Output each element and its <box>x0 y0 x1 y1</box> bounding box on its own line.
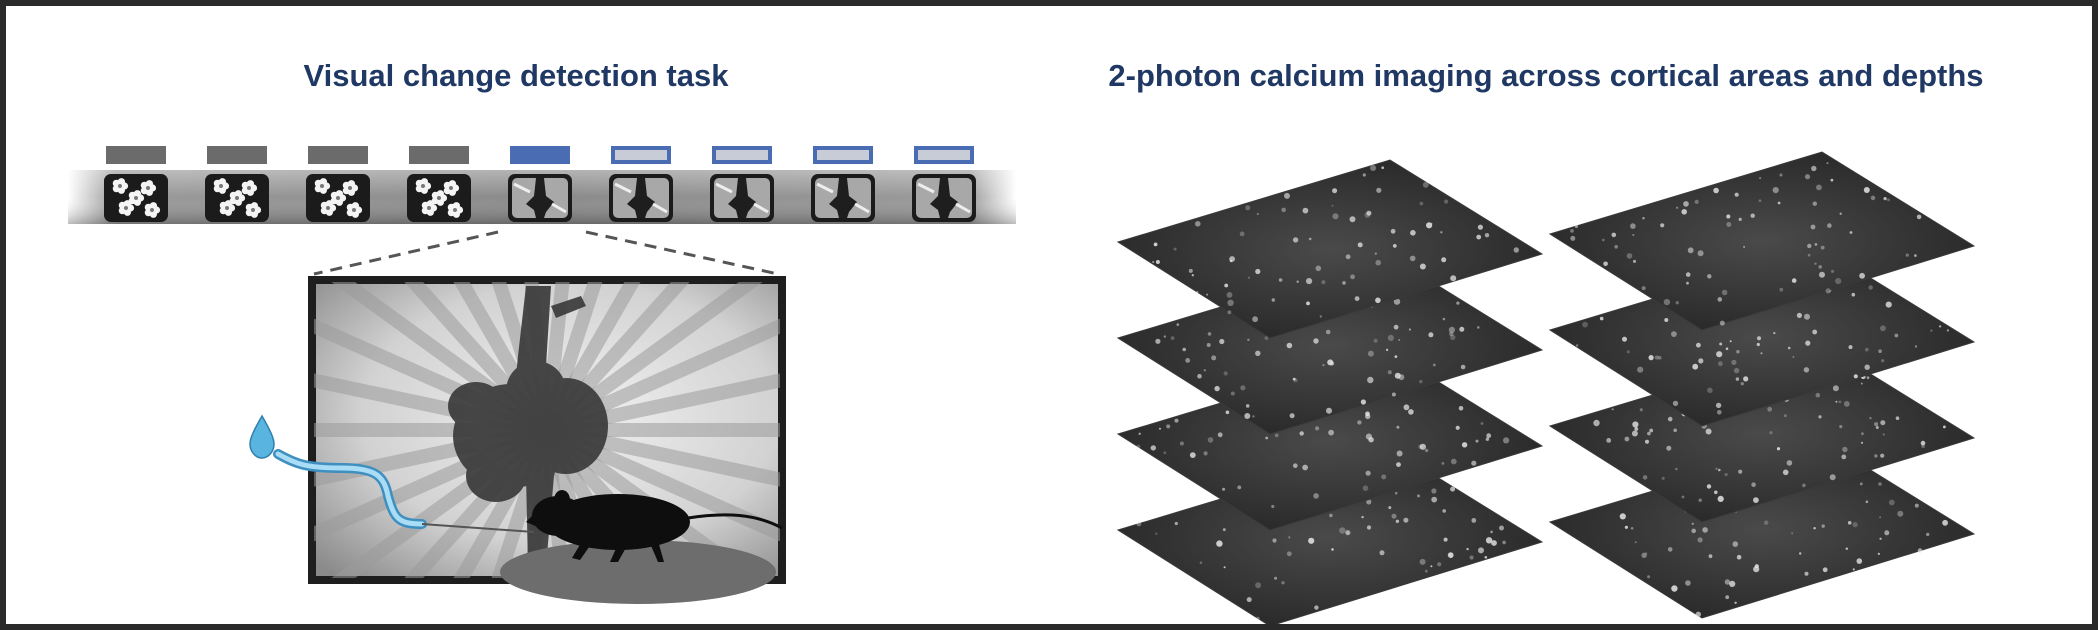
flash-indicator-gray <box>106 146 166 164</box>
flash-indicator-gray <box>308 146 368 164</box>
figure-canvas: Visual change detection task 2-photon ca… <box>6 6 2092 624</box>
stimulus-frame-4 <box>407 146 471 222</box>
flash-indicator-blue-outline <box>611 146 671 164</box>
flash-indicator-blue-outline <box>914 146 974 164</box>
zoom-line-right <box>585 230 779 276</box>
figure-drawing <box>68 146 1976 624</box>
flash-indicator-gray <box>207 146 267 164</box>
stimulus-frame-1 <box>104 146 168 222</box>
stimulus-frame-5 <box>508 146 572 222</box>
tree-silhouette <box>448 286 608 566</box>
stimulus-image <box>314 282 780 578</box>
monitor-icon <box>308 276 786 584</box>
stimulus-frame-9 <box>912 146 976 222</box>
flash-indicator-blue-outline <box>813 146 873 164</box>
flash-indicator-blue-filled <box>510 146 570 164</box>
flash-indicator-gray <box>409 146 469 164</box>
imaging-plane-1 <box>1116 159 1544 339</box>
stimulus-sequence <box>104 146 976 222</box>
running-disk-icon <box>500 540 776 604</box>
stimulus-frame-6 <box>609 146 673 222</box>
imaging-plane-4 <box>1548 439 1976 619</box>
flash-indicator-blue-outline <box>712 146 772 164</box>
water-drop-icon <box>249 414 275 459</box>
zoom-line-left <box>313 230 499 276</box>
left-panel-title: Visual change detection task <box>303 58 729 93</box>
imaging-planes <box>1116 151 1976 624</box>
stimulus-frame-8 <box>811 146 875 222</box>
stimulus-frame-7 <box>710 146 774 222</box>
mouse-icon <box>526 490 783 562</box>
imaging-plane-1 <box>1548 151 1976 331</box>
stimulus-frame-3 <box>306 146 370 222</box>
imaging-stack-1 <box>1116 159 1544 624</box>
stimulus-frame-2 <box>205 146 269 222</box>
imaging-stack-2 <box>1548 151 1976 619</box>
right-panel-title: 2-photon calcium imaging across cortical… <box>1108 58 1984 93</box>
